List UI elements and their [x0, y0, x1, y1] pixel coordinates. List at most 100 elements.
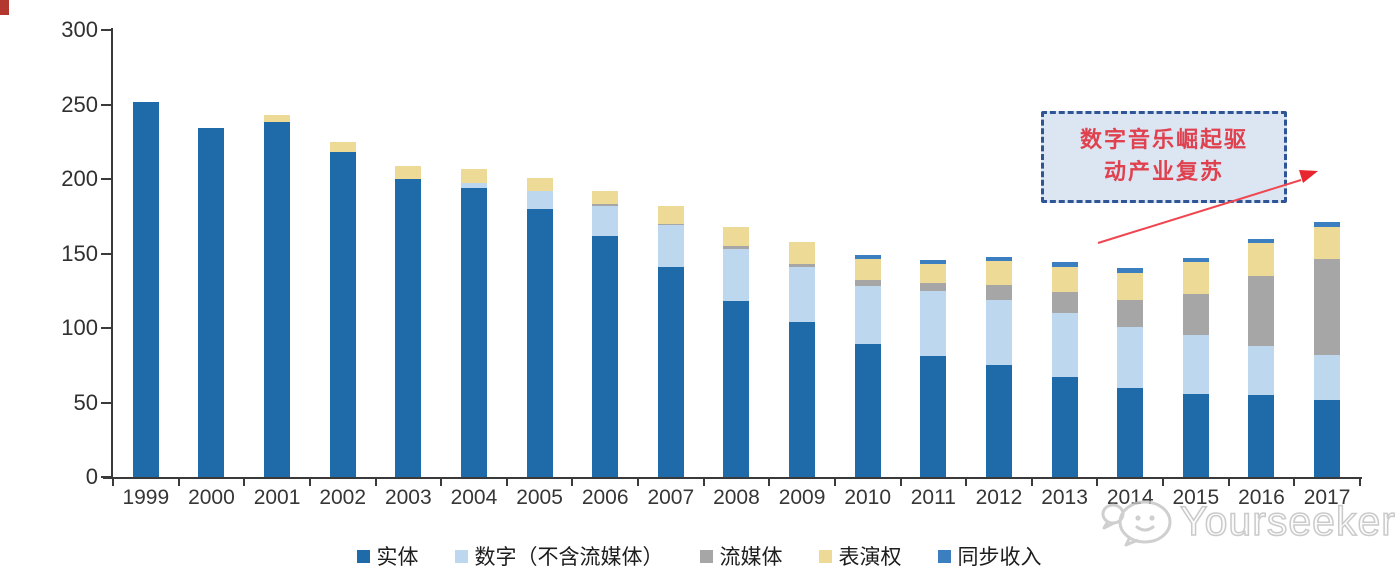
x-tick-mark: [177, 479, 180, 486]
bar-2005: [507, 30, 573, 477]
bar-2001: [244, 30, 310, 477]
x-tick-label: 2012: [975, 486, 1023, 509]
bar-2016: [1229, 30, 1295, 477]
bar-segment: [1182, 262, 1209, 294]
x-tick-mark: [899, 479, 902, 486]
legend-swatch: [818, 549, 832, 563]
bar-segment: [1117, 268, 1144, 273]
bar-segment: [526, 177, 553, 191]
bar-segment: [657, 223, 684, 226]
bar-2009: [769, 30, 835, 477]
bar-segment: [1051, 262, 1078, 267]
bar-segment: [985, 365, 1012, 477]
y-tick-label: 100: [61, 315, 98, 340]
bar-segment: [1117, 387, 1144, 477]
watermark: Yourseeker: [1098, 494, 1396, 548]
bar-segment: [526, 190, 553, 209]
bar-2003: [376, 30, 442, 477]
x-tick-mark: [308, 479, 311, 486]
x-tick-label: 2004: [450, 486, 498, 509]
x-tick-mark: [374, 479, 377, 486]
x-tick-mark: [1359, 479, 1361, 486]
bar-segment: [264, 114, 291, 123]
bar-segment: [854, 286, 881, 345]
bar-segment: [329, 141, 356, 153]
bar-segment: [592, 235, 619, 477]
bar-segment: [920, 283, 947, 291]
bar-1999: [113, 30, 179, 477]
bar-2017: [1294, 30, 1360, 477]
bar-segment: [657, 225, 684, 267]
bar-segment: [264, 122, 291, 477]
y-tick-mark: [101, 401, 111, 404]
bar-segment: [1182, 335, 1209, 394]
legend-label: 表演权: [838, 545, 902, 569]
bar-2002: [310, 30, 376, 477]
y-tick-mark: [101, 103, 111, 106]
bar-segment: [460, 187, 487, 477]
bar-segment: [789, 241, 816, 264]
bar-segment: [1182, 393, 1209, 477]
legend-label: 流媒体: [719, 545, 783, 569]
bar-2007: [638, 30, 704, 477]
y-tick-mark: [101, 178, 111, 180]
bar-segment: [854, 259, 881, 281]
bar-segment: [1314, 354, 1341, 400]
x-tick-mark: [1162, 479, 1165, 486]
bar-segment: [460, 168, 487, 184]
x-tick-mark: [768, 479, 771, 486]
bar-segment: [132, 101, 159, 477]
y-tick-label: 300: [61, 17, 98, 42]
bar-segment: [789, 266, 816, 323]
bar-2012: [966, 30, 1032, 477]
bar-2010: [835, 30, 901, 477]
x-tick-label: 2002: [319, 486, 367, 509]
x-tick-label: 2015: [1172, 486, 1220, 509]
watermark-text: Yourseeker: [1179, 497, 1396, 545]
bar-segment: [1314, 399, 1341, 477]
y-tick-mark: [101, 252, 111, 255]
y-tick-label: 250: [61, 91, 98, 117]
bar-segment: [657, 205, 684, 224]
bar-segment: [460, 183, 487, 188]
bar-segment: [1182, 293, 1209, 336]
x-tick-mark: [1096, 479, 1099, 486]
bar-2008: [704, 30, 770, 477]
y-axis-line: [111, 28, 113, 479]
y-tick-label: 150: [61, 240, 98, 266]
bar-segment: [854, 280, 881, 287]
bar-segment: [920, 263, 947, 284]
legend-label: 实体: [376, 545, 419, 569]
annotation-callout: 数字音乐崛起驱 动产业复苏: [1041, 111, 1287, 203]
bar-segment: [920, 356, 947, 477]
bar-segment: [1248, 345, 1275, 396]
legend: 实体 数字（不含流媒体） 流媒体 表演权 同步收入: [0, 541, 1398, 571]
x-tick-label: 2017: [1303, 486, 1351, 509]
bar-segment: [854, 344, 881, 477]
x-tick-mark: [243, 479, 246, 486]
bar-segment: [329, 152, 356, 477]
bar-segment: [592, 205, 619, 236]
bar-2000: [179, 30, 245, 477]
bar-segment: [592, 190, 619, 205]
bar-2011: [901, 30, 967, 477]
bar-segment: [723, 246, 750, 250]
annotation-line-2: 动产业复苏: [1103, 159, 1224, 185]
x-tick-label: 2000: [188, 486, 235, 509]
bar-segment: [1248, 395, 1275, 477]
bar-segment: [985, 256, 1012, 261]
x-tick-mark: [1227, 479, 1230, 486]
x-tick-mark: [833, 479, 836, 486]
x-tick-label: 2005: [516, 486, 563, 509]
bar-segment: [1248, 243, 1275, 276]
bar-segment: [395, 165, 422, 179]
y-tick-label: 0: [85, 464, 98, 489]
bar-segment: [198, 128, 225, 477]
x-tick-mark: [1030, 479, 1033, 486]
x-tick-mark: [571, 479, 574, 486]
y-tick-mark: [101, 29, 111, 31]
x-tick-label: 2006: [581, 486, 629, 509]
bar-segment: [1314, 222, 1341, 227]
bar-segment: [985, 260, 1012, 285]
